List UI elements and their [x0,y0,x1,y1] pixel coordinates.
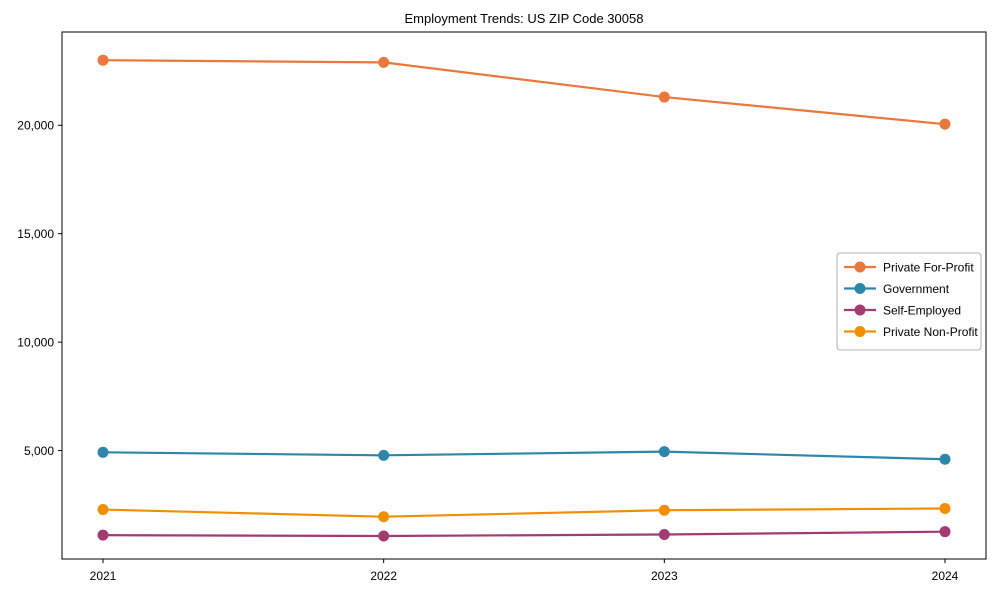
plot-border [61,31,987,560]
series-line-private-for-profit [102,59,946,126]
data-point-self-employed [97,529,109,541]
legend-box [836,252,982,351]
x-axis-tick-label: 2021 [90,569,117,583]
y-axis-tick-label: 10,000 [17,335,54,349]
data-point-government [658,446,670,458]
data-point-private-for-profit [97,54,109,66]
data-point-private-for-profit [658,91,670,103]
legend-label-self-employed: Self-Employed [883,303,961,317]
y-axis-tick-label: 15,000 [17,227,54,241]
x-axis-tick-label: 2024 [932,569,959,583]
data-point-government [97,446,109,458]
data-point-self-employed [658,528,670,540]
legend-label-private-non-profit: Private Non-Profit [883,325,978,339]
series-line-self-employed [102,530,946,538]
y-axis-tick-label: 5,000 [24,444,54,458]
data-point-private-for-profit [939,118,951,130]
series-line-government [102,450,946,461]
data-point-private-non-profit [378,511,390,523]
data-point-self-employed [378,530,390,542]
data-point-government [939,453,951,465]
legend-marker-dot-private-non-profit [854,326,866,337]
x-axis-tick-label: 2023 [651,569,678,583]
data-point-private-non-profit [658,504,670,516]
legend-label-government: Government [883,282,950,296]
x-axis-tick-label: 2022 [370,569,397,583]
data-point-government [378,449,390,461]
series-line-private-non-profit [102,507,946,518]
legend-label-private-for-profit: Private For-Profit [883,260,974,274]
data-point-private-non-profit [97,504,109,516]
data-point-private-for-profit [378,56,390,68]
legend-marker-dot-private-for-profit [854,261,866,273]
y-axis-tick-label: 20,000 [17,119,54,133]
legend-marker-dot-self-employed [854,304,866,316]
chart-title: Employment Trends: US ZIP Code 30058 [404,11,644,26]
data-point-private-non-profit [939,502,951,514]
data-point-self-employed [939,526,951,538]
legend-marker-dot-government [854,283,866,294]
